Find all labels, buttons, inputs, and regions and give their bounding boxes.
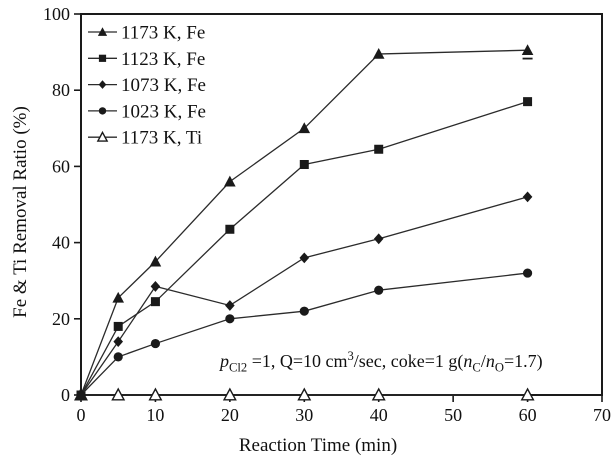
marker-1173-k-ti [111,387,126,401]
x-tick-label: 60 [519,405,537,425]
annotation-segment: p [220,351,229,371]
marker-1023-k-fe [225,314,235,324]
marker-1173-k-fe [224,175,236,187]
marker-1023-k-fe [299,306,309,316]
marker-1173-k-ti [222,387,237,401]
legend-label: 1173 K, Ti [121,128,202,149]
annotation-segment: =1, Q=10 cm [247,351,348,371]
marker-1073-k-fe [299,252,310,264]
x-axis-title: Reaction Time (min) [238,435,398,456]
x-tick-label: 50 [444,405,462,425]
legend-label: 1023 K, Fe [121,101,206,122]
marker-1023-k-fe [374,285,384,295]
marker-1023-k-fe [522,268,533,278]
marker-1023-k-fe [76,390,86,400]
annotation-segment: n [463,351,473,371]
marker-1123-k-fe [225,224,235,234]
annotation-segment: /sec, coke=1 g( [353,351,464,371]
annotation-segment: O [494,360,504,375]
y-tick-label: 0 [61,385,70,405]
marker-1073-k-fe [150,281,161,292]
annotation-segment: 3 [347,349,354,363]
marker-1173-k-fe [372,48,385,59]
marker-1123-k-fe [299,159,309,169]
marker-1173-k-ti [297,387,312,401]
marker-1123-k-fe [150,297,160,307]
plot-frame [80,13,603,396]
marker-1073-k-fe [225,300,235,311]
marker-1173-k-ti [148,387,163,401]
annotation-segment: C [472,360,481,375]
marker-1073-k-fe [522,191,533,203]
annotation-segment: n [485,351,495,371]
marker-1023-k-fe [113,352,123,362]
marker-1023-k-fe [150,338,161,349]
marker-1173-k-fe [298,122,311,134]
marker-1173-k-fe [521,44,534,55]
legend-label: 1073 K, Fe [121,75,206,96]
x-tick-label: 30 [295,405,313,425]
annotation-segment: Cl2 [229,360,248,375]
y-tick-label: 100 [43,4,70,24]
experiment-conditions-annotation: pCl2 =1, Q=10 cm3/sec, coke=1 g(nC/nO=1.… [220,349,543,376]
marker-1173-k-fe [149,255,162,267]
y-tick-label: 20 [52,309,70,329]
y-tick-label: 40 [52,233,70,253]
legend-marker-triangle-filled [97,27,108,36]
legend-marker-square-filled [98,54,107,62]
series-line-1023-k-fe [80,272,528,396]
marker-1073-k-fe [373,233,384,245]
marker-1173-k-ti [371,387,386,401]
x-tick-label: 20 [221,405,239,425]
marker-1123-k-fe [374,144,384,154]
y-tick-label: 60 [52,156,70,176]
annotation-segment: =1.7) [503,351,543,371]
marker-1123-k-fe [523,97,533,107]
x-tick-label: 70 [593,405,611,425]
x-tick-label: 10 [146,405,164,425]
legend-marker-circle-filled [98,107,107,115]
marker-1173-k-ti [520,387,535,401]
y-tick-label: 80 [52,80,70,100]
marker-1123-k-fe [113,321,123,331]
legend-marker-diamond-filled [98,80,107,89]
y-axis-title: Fe & Ti Removal Ratio (%) [10,106,31,318]
legend-label: 1123 K, Fe [121,49,205,70]
marker-1073-k-fe [113,336,124,348]
marker-1173-k-fe [112,291,125,303]
x-tick-label: 40 [370,405,388,425]
annotation-segment: / [480,351,486,371]
x-tick-label: 0 [77,405,86,425]
legend-marker-triangle-open [96,130,109,142]
legend-label: 1173 K, Fe [121,23,205,44]
